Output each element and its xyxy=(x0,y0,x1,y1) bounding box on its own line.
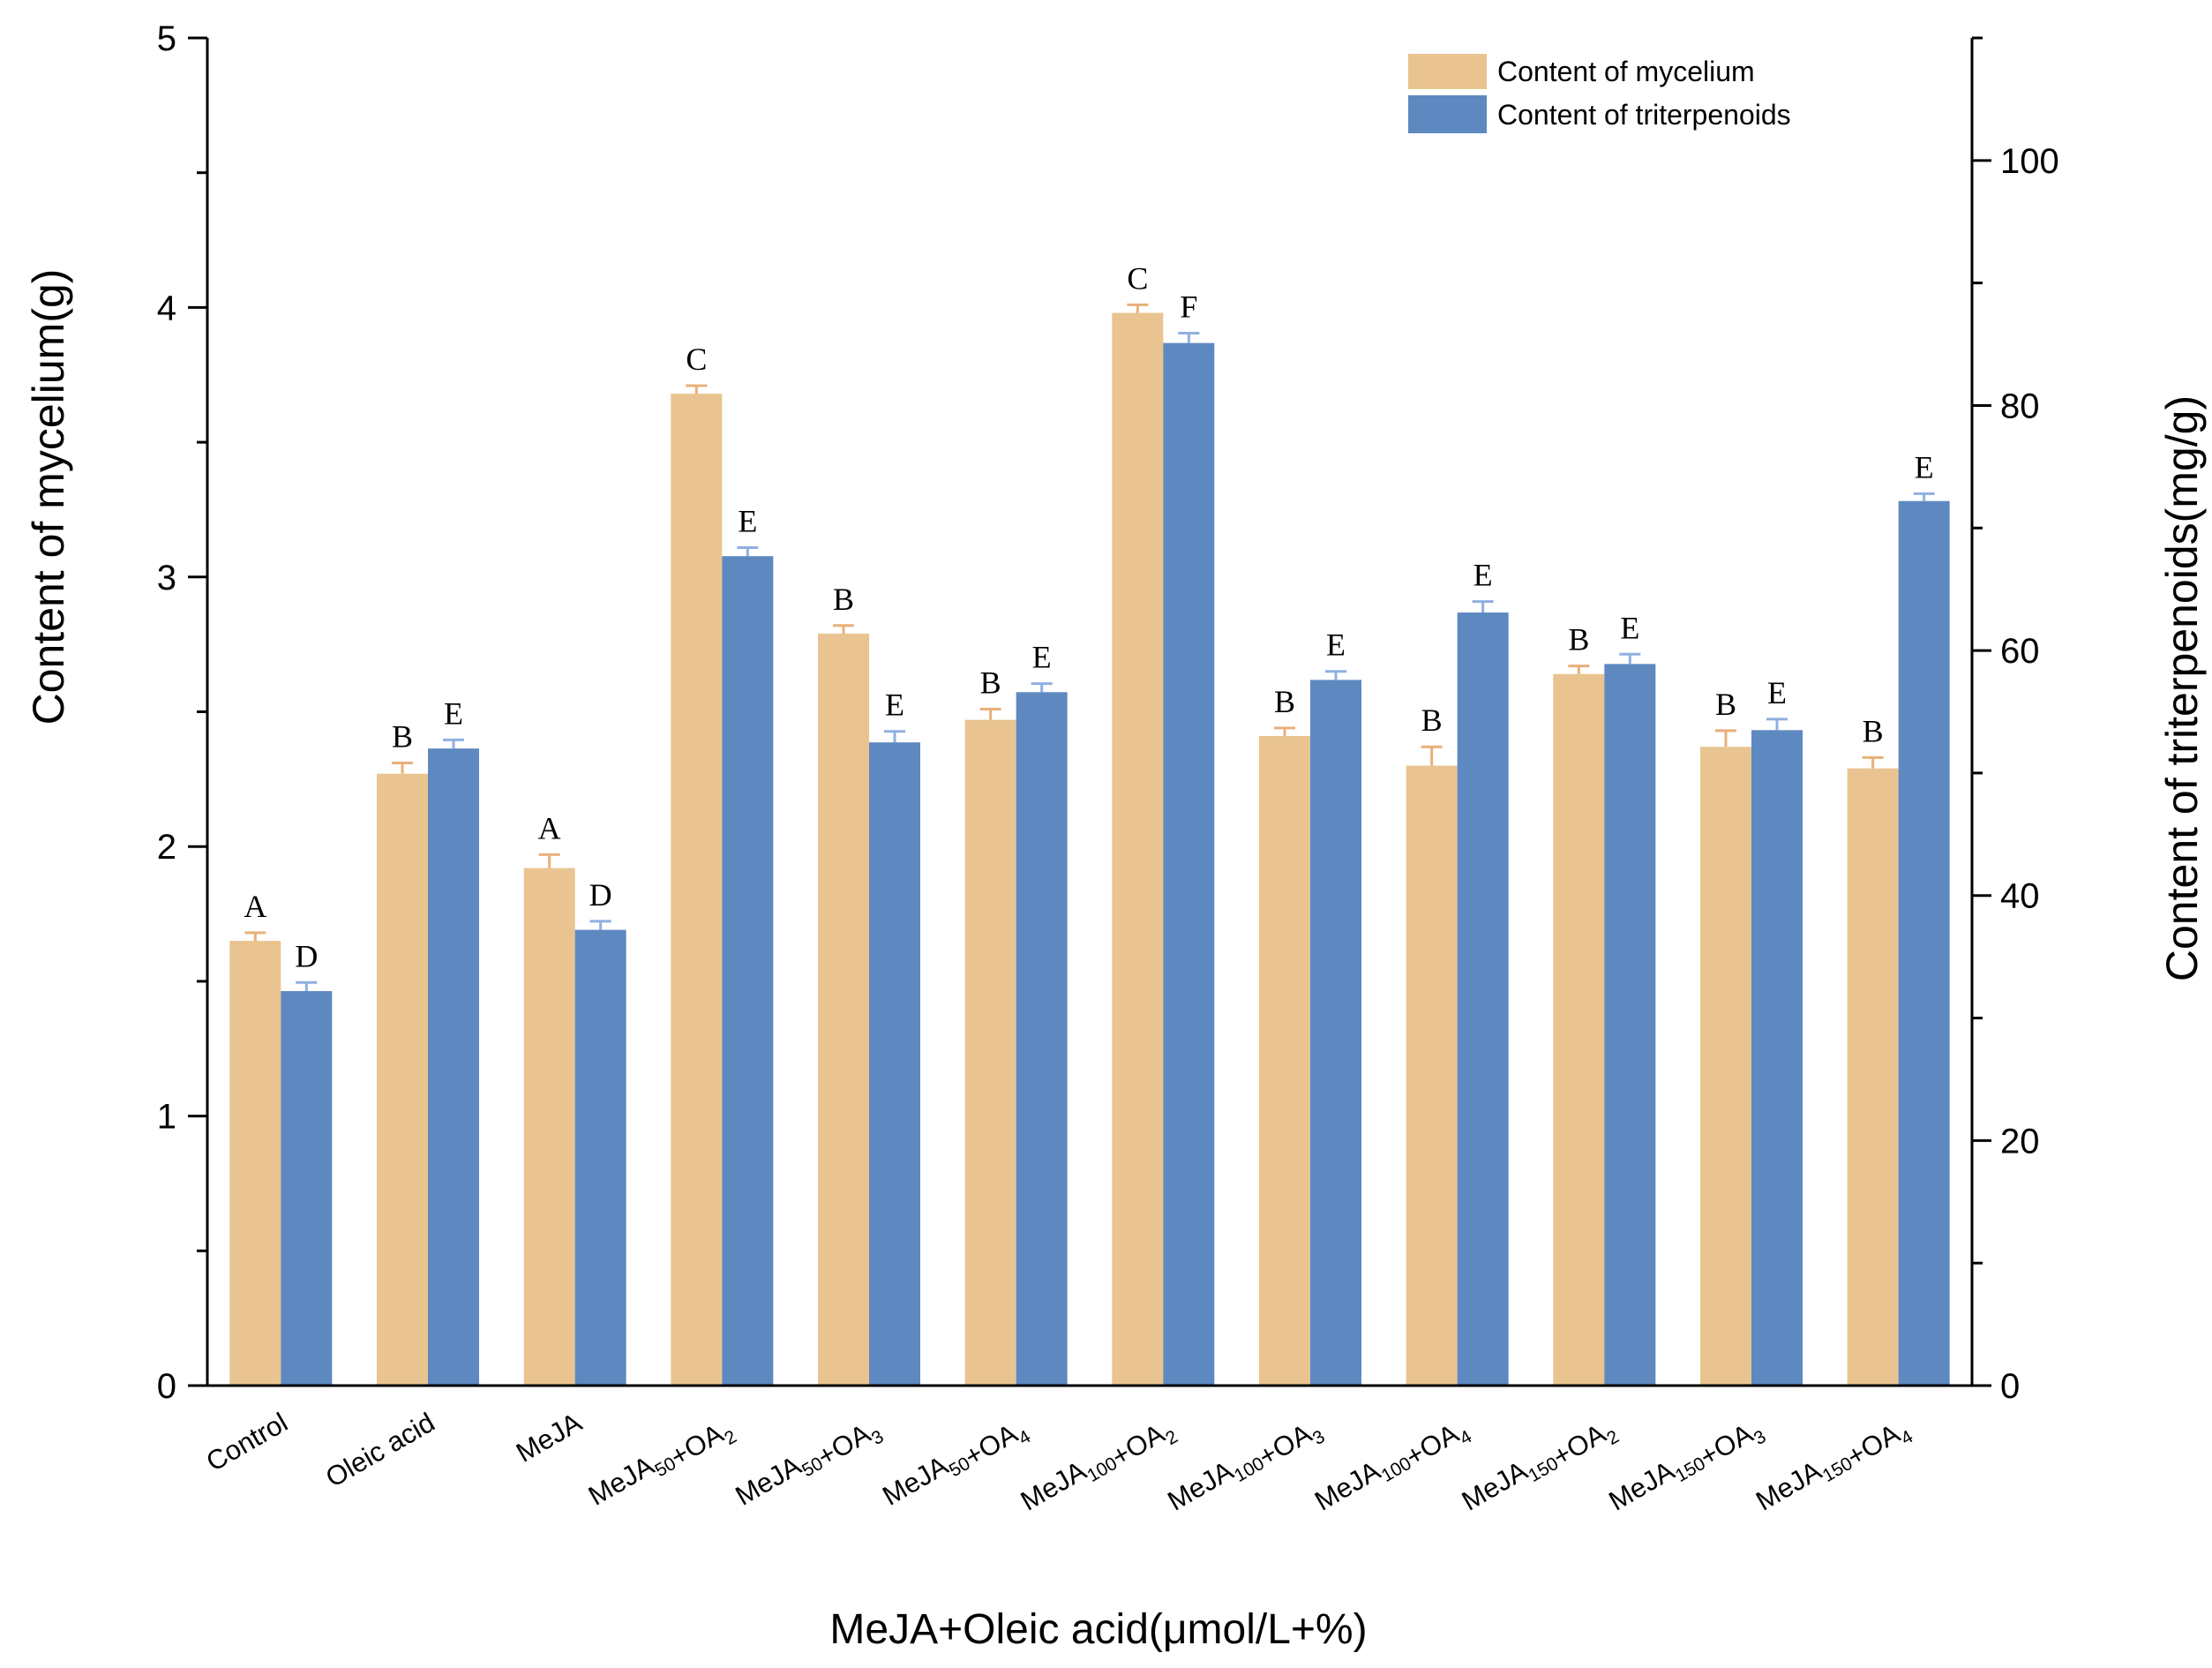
legend-swatch-mycelium xyxy=(1408,54,1487,89)
bar-triterpenoids-2 xyxy=(428,748,479,1386)
significance-letter-mycelium-9: B xyxy=(1421,703,1443,738)
right-y-tick-label: 100 xyxy=(2000,142,2059,181)
significance-letter-mycelium-2: B xyxy=(392,719,413,755)
bar-mycelium-8 xyxy=(1259,735,1310,1386)
significance-letter-triterpenoids-9: E xyxy=(1473,558,1493,593)
significance-letter-triterpenoids-12: E xyxy=(1915,449,1934,485)
legend-label-triterpenoids: Content of triterpenoids xyxy=(1497,99,1791,131)
category-label-1: Control xyxy=(201,1407,293,1477)
bar-triterpenoids-6 xyxy=(1016,692,1068,1386)
significance-letter-mycelium-1: A xyxy=(244,889,266,924)
bar-triterpenoids-10 xyxy=(1604,664,1656,1386)
legend-label-mycelium: Content of mycelium xyxy=(1497,56,1755,87)
bar-mycelium-11 xyxy=(1700,747,1751,1386)
category-label-11: MeJA150+OA3 xyxy=(1603,1407,1769,1528)
bar-mycelium-4 xyxy=(671,394,723,1386)
category-label-3: MeJA xyxy=(511,1407,587,1469)
right-y-axis-title: Content of triterpenoids(mg/g) xyxy=(2157,395,2207,981)
left-y-axis-title: Content of mycelium(g) xyxy=(24,269,73,725)
bar-mycelium-2 xyxy=(377,773,428,1386)
significance-letter-mycelium-12: B xyxy=(1863,713,1884,748)
x-axis-title: MeJA+Oleic acid(μmol/L+%) xyxy=(829,1606,1367,1653)
category-label-12: MeJA150+OA4 xyxy=(1751,1407,1916,1528)
bar-mycelium-9 xyxy=(1406,765,1458,1386)
bar-mycelium-10 xyxy=(1553,673,1605,1386)
bars-layer xyxy=(229,303,1950,1386)
category-label-7: MeJA100+OA2 xyxy=(1016,1407,1181,1528)
significance-letter-triterpenoids-6: E xyxy=(1032,640,1052,675)
legend: Content of mycelium Content of triterpen… xyxy=(1408,54,1791,133)
left-y-tick-label: 0 xyxy=(157,1367,176,1406)
significance-letter-mycelium-5: B xyxy=(833,582,854,617)
significance-letter-triterpenoids-2: E xyxy=(444,695,463,731)
significance-letter-mycelium-11: B xyxy=(1715,687,1736,722)
bar-triterpenoids-8 xyxy=(1310,680,1361,1386)
left-y-tick-label: 5 xyxy=(157,19,176,58)
category-label-6: MeJA50+OA4 xyxy=(877,1407,1034,1522)
significance-letter-mycelium-3: A xyxy=(538,810,561,845)
significance-letter-triterpenoids-4: E xyxy=(738,503,757,538)
bar-triterpenoids-11 xyxy=(1751,730,1803,1386)
bar-triterpenoids-3 xyxy=(574,929,626,1386)
category-label-8: MeJA100+OA3 xyxy=(1162,1407,1328,1528)
category-label-2: Oleic acid xyxy=(320,1407,439,1493)
significance-letter-triterpenoids-1: D xyxy=(295,938,318,973)
significance-letter-mycelium-10: B xyxy=(1568,622,1589,657)
significance-letter-triterpenoids-7: F xyxy=(1180,289,1197,325)
bar-mycelium-7 xyxy=(1112,312,1164,1386)
category-label-9: MeJA100+OA4 xyxy=(1309,1407,1475,1528)
bar-mycelium-3 xyxy=(523,868,575,1386)
bar-mycelium-1 xyxy=(229,941,281,1386)
bar-triterpenoids-9 xyxy=(1457,612,1509,1386)
significance-letter-mycelium-7: C xyxy=(1127,260,1148,296)
left-y-tick-label: 2 xyxy=(157,828,176,867)
bar-mycelium-5 xyxy=(818,633,869,1386)
bar-mycelium-6 xyxy=(964,719,1016,1386)
bar-triterpenoids-7 xyxy=(1163,342,1215,1386)
bar-triterpenoids-1 xyxy=(281,991,333,1386)
significance-letter-triterpenoids-11: E xyxy=(1767,675,1787,710)
significance-letter-mycelium-6: B xyxy=(980,665,1001,700)
significance-letter-triterpenoids-3: D xyxy=(589,877,612,913)
significance-letter-mycelium-8: B xyxy=(1274,684,1295,719)
significance-letter-triterpenoids-8: E xyxy=(1326,627,1346,663)
significance-letter-triterpenoids-10: E xyxy=(1620,610,1639,645)
significance-letter-mycelium-4: C xyxy=(686,342,707,377)
bar-mycelium-12 xyxy=(1847,768,1899,1386)
right-y-tick-label: 60 xyxy=(2000,632,2040,671)
category-label-10: MeJA150+OA2 xyxy=(1457,1407,1623,1528)
bar-triterpenoids-12 xyxy=(1898,500,1950,1386)
bar-triterpenoids-5 xyxy=(869,742,920,1386)
right-y-tick-label: 0 xyxy=(2000,1367,2020,1406)
right-y-tick-label: 20 xyxy=(2000,1122,2040,1161)
right-y-tick-label: 40 xyxy=(2000,877,2040,916)
category-label-5: MeJA50+OA3 xyxy=(731,1407,888,1522)
right-y-tick-label: 80 xyxy=(2000,387,2040,425)
left-y-tick-label: 1 xyxy=(157,1098,176,1137)
bar-triterpenoids-4 xyxy=(722,556,774,1386)
category-label-4: MeJA50+OA2 xyxy=(583,1407,740,1522)
left-y-tick-label: 3 xyxy=(157,559,176,597)
left-y-tick-label: 4 xyxy=(157,289,176,327)
significance-letter-triterpenoids-5: E xyxy=(885,687,904,723)
legend-swatch-triterpenoids xyxy=(1408,95,1487,133)
